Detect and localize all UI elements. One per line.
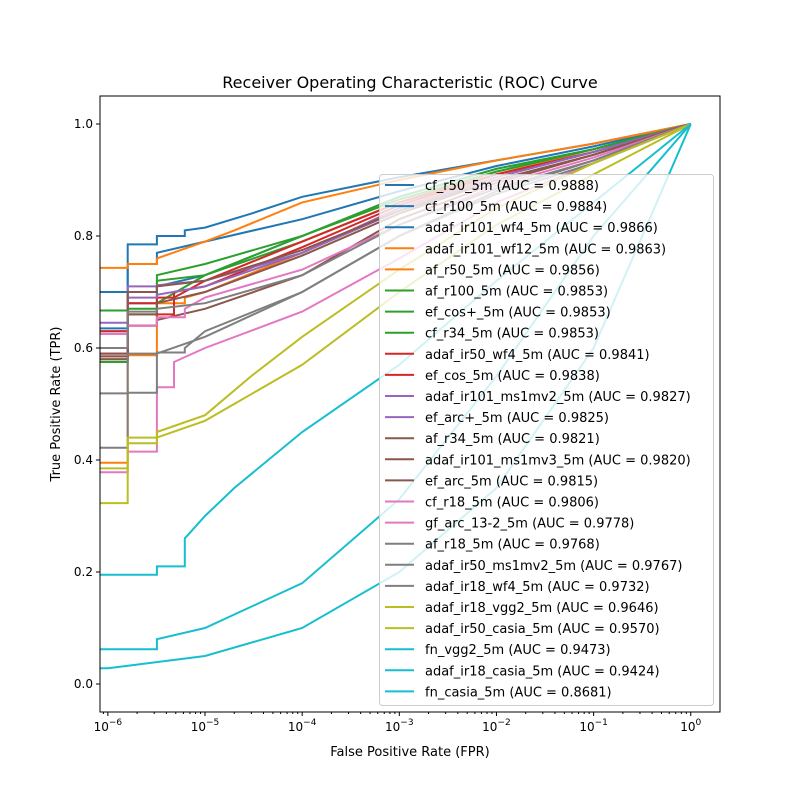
- legend-label: adaf_ir101_ms1mv3_5m (AUC = 0.9820): [425, 453, 691, 468]
- x-tick-label: 10−5: [191, 718, 220, 734]
- legend-label: adaf_ir18_vgg2_5m (AUC = 0.9646): [425, 601, 659, 616]
- legend-label: ef_cos_5m (AUC = 0.9838): [425, 369, 600, 384]
- y-axis: 0.0 0.2 0.4 0.6 0.8 1.0: [74, 117, 100, 691]
- roc-curve-7: [100, 123, 692, 363]
- y-tick-label: 0.2: [74, 565, 93, 579]
- legend-item: adaf_ir50_casia_5m (AUC = 0.9570): [385, 622, 660, 637]
- y-tick-label: 0.6: [74, 341, 93, 355]
- legend-label: cf_r50_5m (AUC = 0.9888): [425, 179, 599, 194]
- x-axis: 10−6 10−5 10−4 10−3 10−2 10−1 100: [94, 712, 702, 734]
- legend-label: fn_vgg2_5m (AUC = 0.9473): [425, 643, 611, 658]
- legend-item: adaf_ir101_ms1mv3_5m (AUC = 0.9820): [385, 453, 691, 468]
- legend-item: fn_casia_5m (AUC = 0.8681): [385, 685, 612, 700]
- legend-item: ef_cos+_5m (AUC = 0.9853): [385, 306, 611, 321]
- roc-curve-1: [100, 123, 692, 330]
- legend-item: adaf_ir101_wf12_5m (AUC = 0.9863): [385, 242, 666, 257]
- legend-item: gf_arc_13-2_5m (AUC = 0.9778): [385, 517, 634, 532]
- legend-label: ef_cos+_5m (AUC = 0.9853): [425, 306, 611, 321]
- legend-item: fn_vgg2_5m (AUC = 0.9473): [385, 643, 611, 658]
- legend-label: af_r50_5m (AUC = 0.9856): [425, 263, 600, 278]
- legend-item: adaf_ir50_wf4_5m (AUC = 0.9841): [385, 348, 650, 363]
- legend-label: af_r34_5m (AUC = 0.9821): [425, 432, 600, 447]
- chart-title: Receiver Operating Characteristic (ROC) …: [222, 73, 597, 92]
- legend-item: af_r18_5m (AUC = 0.9768): [385, 538, 600, 553]
- legend-label: af_r100_5m (AUC = 0.9853): [425, 285, 608, 300]
- y-tick-label: 0.0: [74, 677, 93, 691]
- legend-item: adaf_ir101_wf4_5m (AUC = 0.9866): [385, 221, 658, 236]
- legend-item: adaf_ir18_vgg2_5m (AUC = 0.9646): [385, 601, 659, 616]
- legend-label: adaf_ir101_wf12_5m (AUC = 0.9863): [425, 242, 666, 257]
- x-axis-label: False Positive Rate (FPR): [330, 745, 489, 760]
- legend-item: cf_r34_5m (AUC = 0.9853): [385, 327, 599, 342]
- y-tick-label: 1.0: [74, 117, 93, 131]
- legend-label: fn_casia_5m (AUC = 0.8681): [425, 685, 612, 700]
- legend-label: adaf_ir50_casia_5m (AUC = 0.9570): [425, 622, 660, 637]
- legend-label: adaf_ir101_ms1mv2_5m (AUC = 0.9827): [425, 390, 691, 405]
- x-tick-label: 10−4: [288, 718, 317, 734]
- legend-label: adaf_ir18_casia_5m (AUC = 0.9424): [425, 664, 660, 679]
- x-tick-label: 10−2: [482, 718, 511, 734]
- legend-box: [379, 174, 714, 706]
- legend-label: cf_r34_5m (AUC = 0.9853): [425, 327, 599, 342]
- legend-item: cf_r18_5m (AUC = 0.9806): [385, 496, 599, 511]
- legend-item: cf_r100_5m (AUC = 0.9884): [385, 200, 607, 215]
- legend-label: adaf_ir101_wf4_5m (AUC = 0.9866): [425, 221, 658, 236]
- legend-label: cf_r18_5m (AUC = 0.9806): [425, 496, 599, 511]
- legend-item: adaf_ir18_wf4_5m (AUC = 0.9732): [385, 580, 650, 595]
- legend-item: af_r100_5m (AUC = 0.9853): [385, 285, 608, 300]
- legend-item: adaf_ir50_ms1mv2_5m (AUC = 0.9767): [385, 559, 682, 574]
- y-tick-label: 0.8: [74, 229, 93, 243]
- legend-item: ef_cos_5m (AUC = 0.9838): [385, 369, 600, 384]
- x-tick-label: 100: [680, 718, 701, 734]
- legend-item: ef_arc_5m (AUC = 0.9815): [385, 474, 598, 489]
- legend-item: af_r50_5m (AUC = 0.9856): [385, 263, 600, 278]
- legend: cf_r50_5m (AUC = 0.9888) cf_r100_5m (AUC …: [379, 174, 714, 706]
- legend-item: cf_r50_5m (AUC = 0.9888): [385, 179, 599, 194]
- x-tick-label: 10−3: [385, 718, 414, 734]
- x-tick-label: 10−6: [94, 718, 123, 734]
- roc-curve-3: [100, 123, 691, 269]
- legend-item: af_r34_5m (AUC = 0.9821): [385, 432, 600, 447]
- y-axis-label: True Positive Rate (TPR): [49, 327, 64, 483]
- plot-frame: [99, 95, 721, 713]
- legend-item: ef_arc+_5m (AUC = 0.9825): [385, 411, 609, 426]
- legend-label: ef_arc+_5m (AUC = 0.9825): [425, 411, 609, 426]
- legend-label: ef_arc_5m (AUC = 0.9815): [425, 474, 598, 489]
- roc-curve-5: [100, 123, 692, 312]
- x-tick-label: 10−1: [579, 718, 608, 734]
- legend-label: gf_arc_13-2_5m (AUC = 0.9778): [425, 517, 634, 532]
- legend-label: adaf_ir50_ms1mv2_5m (AUC = 0.9767): [425, 559, 682, 574]
- legend-label: af_r18_5m (AUC = 0.9768): [425, 538, 600, 553]
- legend-item: adaf_ir101_ms1mv2_5m (AUC = 0.9827): [385, 390, 691, 405]
- legend-label: adaf_ir50_wf4_5m (AUC = 0.9841): [425, 348, 650, 363]
- legend-item: adaf_ir18_casia_5m (AUC = 0.9424): [385, 664, 660, 679]
- y-tick-label: 0.4: [74, 453, 93, 467]
- legend-label: cf_r100_5m (AUC = 0.9884): [425, 200, 607, 215]
- legend-label: adaf_ir18_wf4_5m (AUC = 0.9732): [425, 580, 650, 595]
